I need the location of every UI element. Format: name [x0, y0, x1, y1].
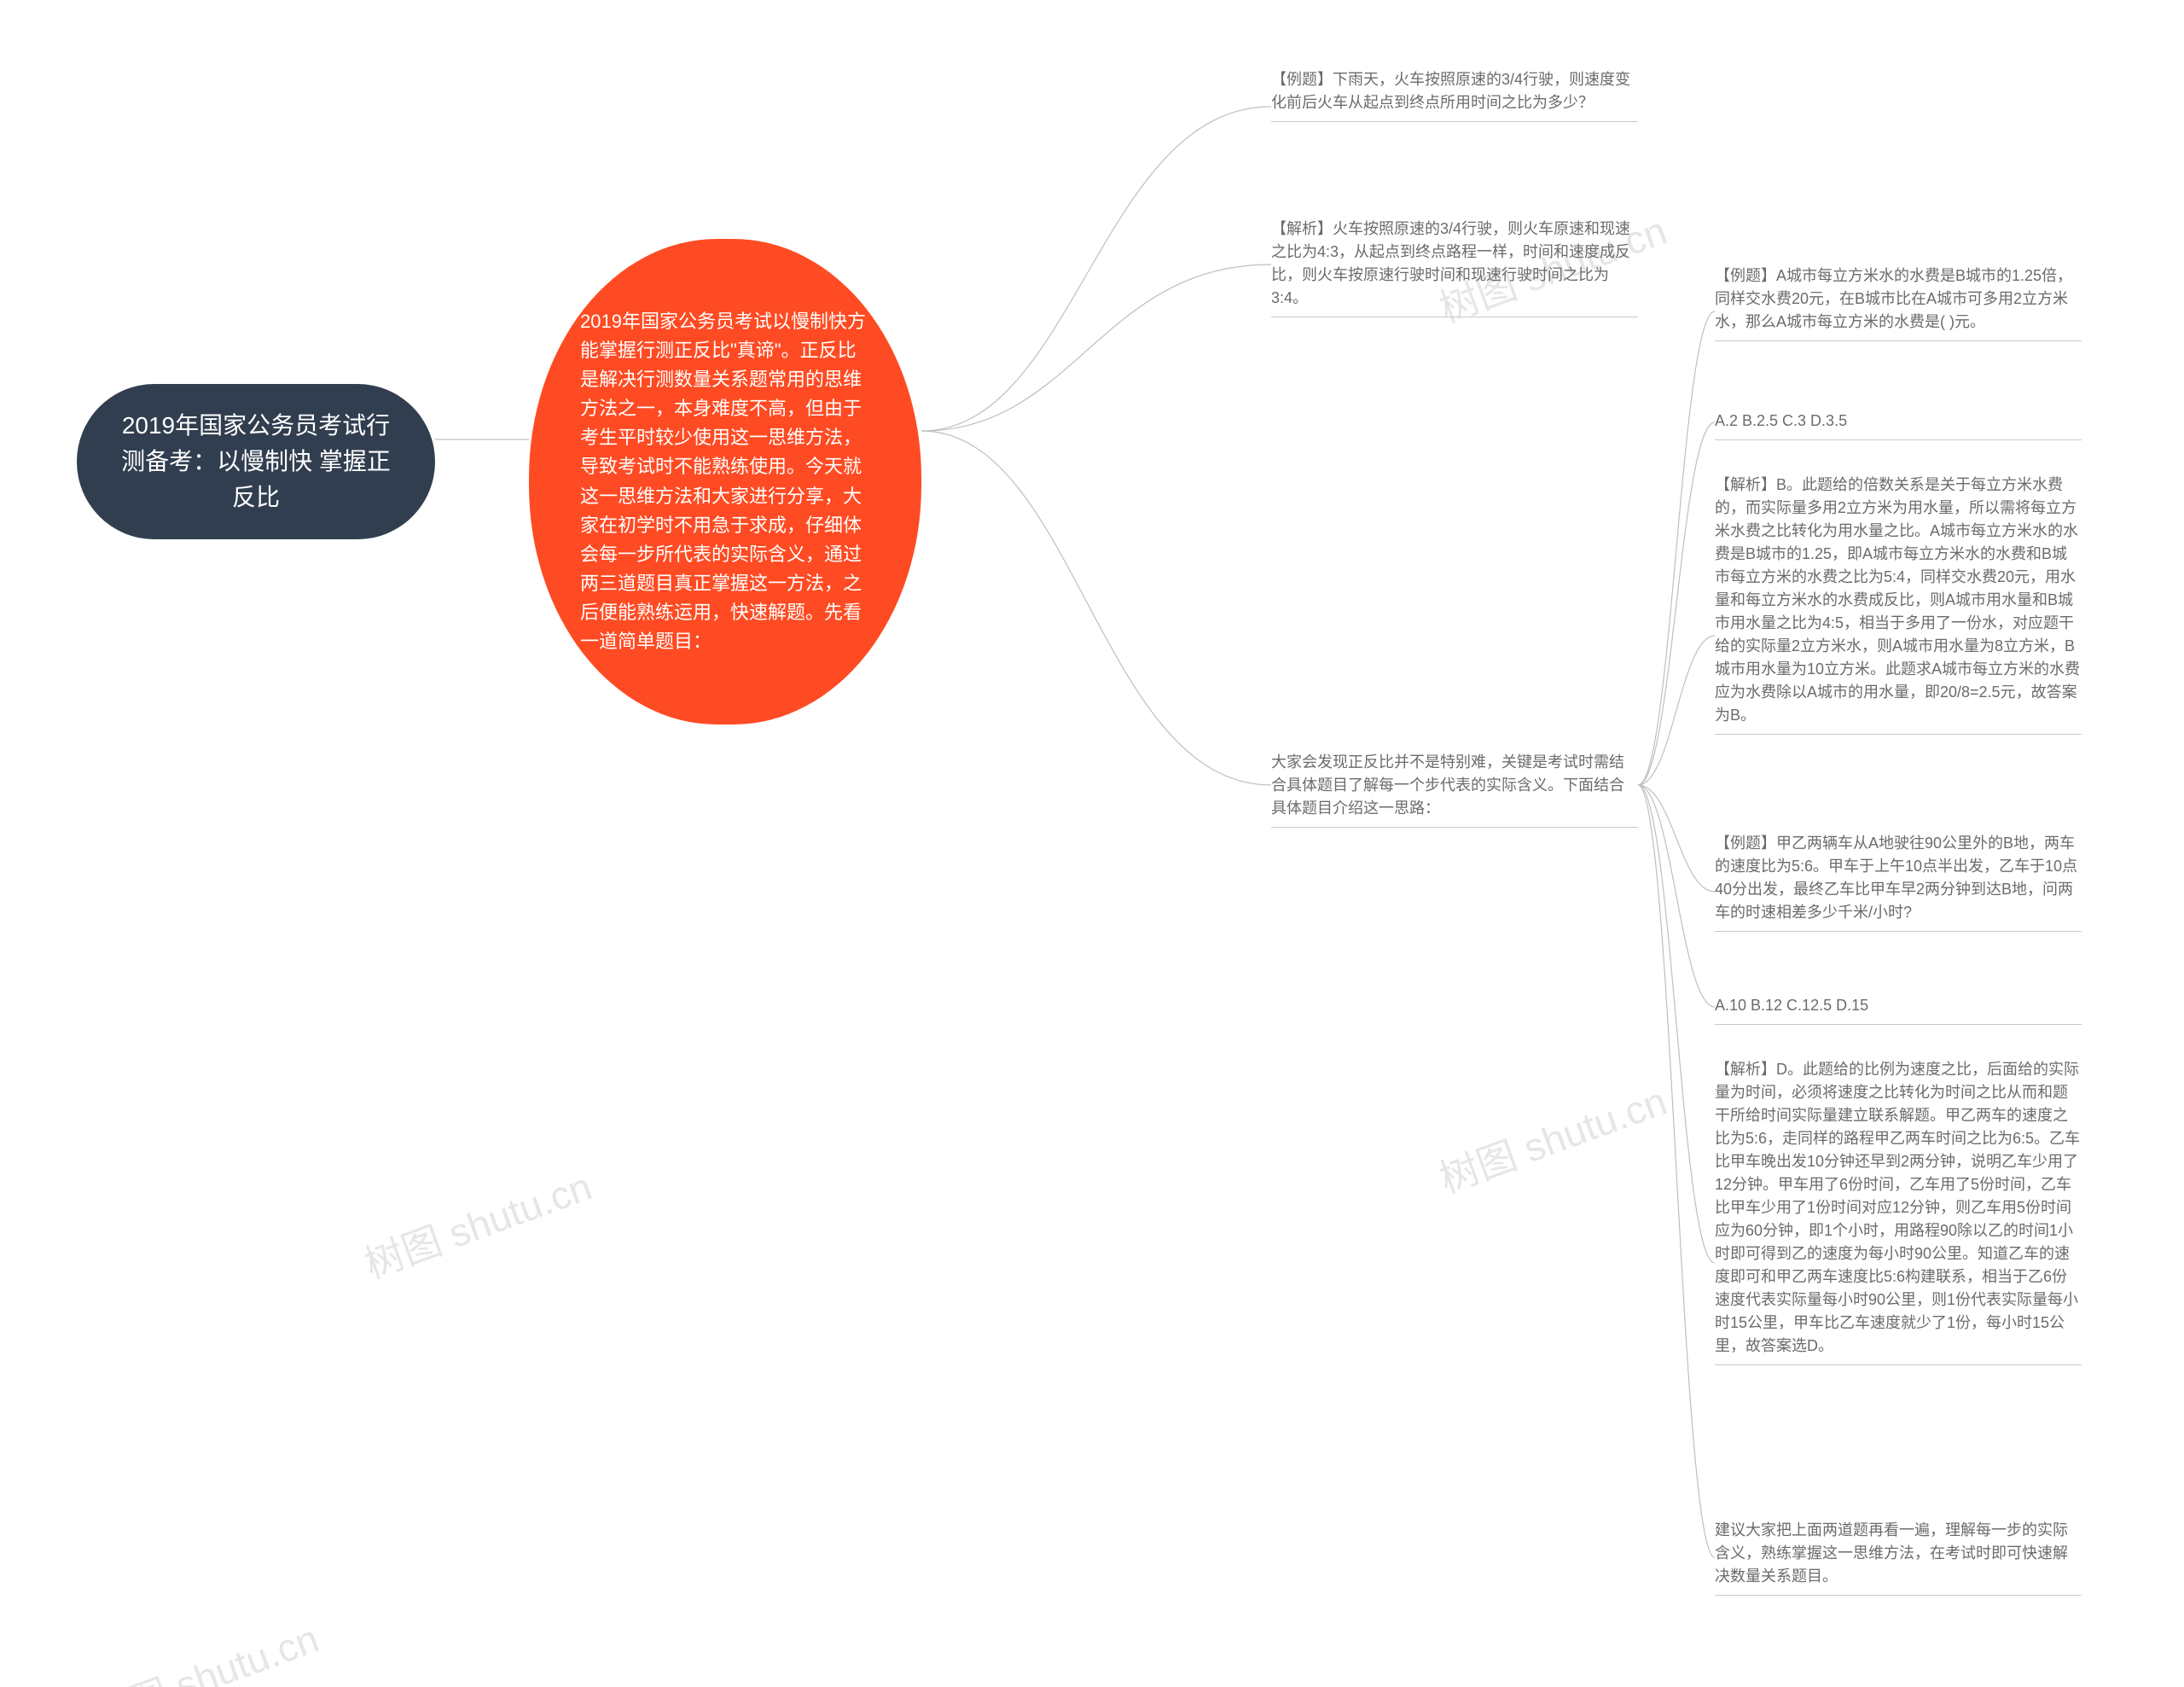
- watermark: 树图 shutu.cn: [1431, 1070, 1673, 1204]
- mindmap-leaf-example-3[interactable]: 【例题】甲乙两辆车从A地驶往90公里外的B地，两车的速度比为5:6。甲车于上午1…: [1715, 832, 2082, 932]
- mindmap-leaf-analysis-1[interactable]: 【解析】火车按照原速的3/4行驶，则火车原速和现速之比为4:3，从起点到终点路程…: [1271, 218, 1638, 317]
- mindmap-leaf-analysis-2[interactable]: 【解析】B。此题给的倍数关系是关于每立方米水费的，而实际量多用2立方米为用水量，…: [1715, 474, 2082, 735]
- mindmap-leaf-example-1[interactable]: 【例题】下雨天，火车按照原速的3/4行驶，则速度变化前后火车从起点到终点所用时间…: [1271, 68, 1638, 122]
- mindmap-leaf-conclusion[interactable]: 建议大家把上面两道题再看一遍，理解每一步的实际含义，熟练掌握这一思维方法，在考试…: [1715, 1519, 2082, 1596]
- watermark: 树图 shutu.cn: [83, 1608, 325, 1687]
- mindmap-main-node[interactable]: 2019年国家公务员考试以慢制快方能掌握行测正反比"真谛"。正反比是解决行测数量…: [529, 239, 921, 724]
- watermark: 树图 shutu.cn: [356, 1155, 598, 1289]
- mindmap-root-node[interactable]: 2019年国家公务员考试行测备考：以慢制快 掌握正反比: [77, 384, 435, 539]
- mindmap-leaf-options-2[interactable]: A.2 B.2.5 C.3 D.3.5: [1715, 410, 2082, 440]
- mindmap-leaf-example-2[interactable]: 【例题】A城市每立方米水的水费是B城市的1.25倍，同样交水费20元，在B城市比…: [1715, 265, 2082, 341]
- mindmap-leaf-transition[interactable]: 大家会发现正反比并不是特别难，关键是考试时需结合具体题目了解每一个步代表的实际含…: [1271, 751, 1638, 828]
- mindmap-leaf-analysis-3[interactable]: 【解析】D。此题给的比例为速度之比，后面给的实际量为时间，必须将速度之比转化为时…: [1715, 1058, 2082, 1365]
- mindmap-leaf-options-3[interactable]: A.10 B.12 C.12.5 D.15: [1715, 994, 2082, 1025]
